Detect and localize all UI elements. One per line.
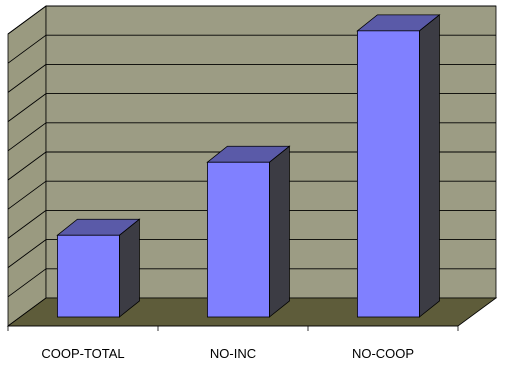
- bar-front-face: [57, 234, 120, 318]
- grid-line-side: [7, 180, 47, 210]
- grid-line-side: [7, 34, 47, 64]
- bar-front-face: [206, 161, 270, 318]
- bar-side-face: [268, 145, 290, 318]
- bar-front-face: [356, 30, 420, 318]
- grid-line-side: [7, 239, 47, 268]
- bar-side-face: [119, 218, 140, 318]
- bar-side-face: [418, 14, 440, 318]
- grid-line-side: [7, 268, 47, 298]
- x-axis: [7, 325, 459, 331]
- grid-line-side: [7, 210, 47, 239]
- x-tick-label-no-coop: NO-COOP: [352, 346, 414, 361]
- bars: [56, 14, 441, 318]
- x-tick-label-no-inc: NO-INC: [210, 346, 256, 361]
- x-tick-label-coop-total: COOP-TOTAL: [41, 346, 124, 361]
- grid-line-side: [7, 122, 47, 152]
- grid-line-side: [7, 93, 47, 122]
- bar-coop-total: [56, 218, 141, 318]
- bar-no-inc: [206, 145, 291, 318]
- x-axis-labels: COOP-TOTAL NO-INC NO-COOP: [41, 346, 414, 361]
- bar-no-coop: [356, 14, 441, 318]
- grid-line-side: [7, 151, 47, 181]
- grid-line-side: [7, 64, 47, 93]
- grid-line-side: [7, 5, 47, 35]
